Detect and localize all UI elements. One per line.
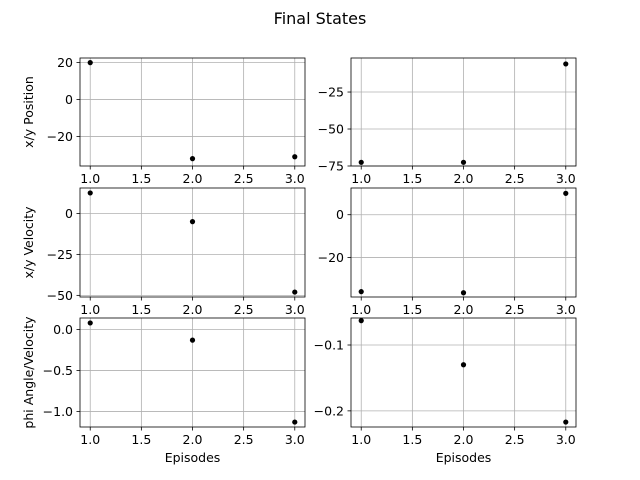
data-point: [563, 190, 569, 196]
axes-frame: [350, 317, 577, 428]
x-axis-label: Episodes: [436, 450, 492, 465]
y-tick-label: −0.5: [43, 363, 73, 378]
x-tick-label: 2.0: [454, 432, 474, 447]
x-tick-label: 2.0: [183, 171, 203, 186]
y-tick-label: −20: [47, 129, 73, 144]
x-tick-label: 2.5: [234, 302, 254, 317]
y-axis-label: phi Angle/Velocity: [21, 316, 36, 429]
y-tick-label: 0: [65, 206, 73, 221]
data-point: [358, 289, 364, 295]
x-tick-label: 1.5: [402, 171, 422, 186]
data-point: [563, 419, 569, 425]
y-tick-label: −1.0: [43, 404, 73, 419]
data-point: [292, 419, 298, 425]
y-tick-label: −0.2: [314, 403, 344, 418]
x-tick-label: 2.5: [505, 302, 525, 317]
subplot-2: 1.0 1.5 2.0 2.5 3.0 −25 −50 −75: [318, 57, 577, 186]
data-point: [292, 154, 298, 160]
data-point: [87, 60, 93, 66]
x-tick-label: 2.5: [234, 432, 254, 447]
y-tick-label: −50: [318, 122, 344, 137]
data-point: [460, 290, 467, 296]
x-tick-label: 2.5: [505, 432, 525, 447]
x-tick-label: 2.0: [183, 432, 203, 447]
subplot-3: 1.0 1.5 2.0 2.5 3.0 0 −25 −50 x/y Velocity: [21, 187, 306, 317]
x-axis-label: Episodes: [165, 450, 221, 465]
x-tick-label: 3.0: [285, 171, 305, 186]
y-tick-label: 20: [57, 55, 73, 70]
data-point: [358, 159, 364, 165]
axes-frame: [79, 57, 306, 167]
x-tick-label: 2.5: [234, 171, 254, 186]
x-tick-label: 2.0: [454, 302, 474, 317]
x-tick-label: 1.5: [402, 302, 422, 317]
axes-frame: [79, 317, 306, 428]
x-tick-label: 1.5: [131, 302, 151, 317]
data-point: [358, 318, 364, 324]
x-tick-label: 1.0: [80, 171, 100, 186]
x-tick-label: 1.5: [131, 432, 151, 447]
data-point: [189, 219, 196, 225]
data-point: [563, 61, 569, 67]
x-tick-label: 2.5: [505, 171, 525, 186]
x-tick-label: 1.5: [402, 432, 422, 447]
y-tick-label: 0: [65, 92, 73, 107]
data-point: [460, 159, 467, 165]
data-point: [87, 190, 93, 196]
data-point: [292, 289, 298, 295]
y-tick-label: −50: [47, 288, 73, 303]
x-tick-label: 1.0: [351, 432, 371, 447]
x-tick-label: 1.5: [131, 171, 151, 186]
x-tick-label: 3.0: [556, 171, 576, 186]
x-tick-label: 1.0: [80, 302, 100, 317]
x-tick-label: 1.0: [351, 171, 371, 186]
y-tick-label: 0: [336, 207, 344, 222]
data-point: [189, 156, 196, 162]
x-tick-label: 1.0: [80, 432, 100, 447]
y-axis-label: x/y Position: [21, 76, 36, 148]
figure-suptitle: Final States: [274, 9, 367, 28]
y-tick-label: −0.1: [314, 338, 344, 353]
axes-frame: [350, 57, 577, 167]
y-axis-label: x/y Velocity: [21, 206, 36, 279]
x-tick-label: 3.0: [285, 302, 305, 317]
axes-frame: [350, 187, 577, 298]
y-tick-label: −25: [318, 85, 344, 100]
subplot-6: 1.0 1.5 2.0 2.5 3.0 −0.1 −0.2 Episodes: [314, 317, 577, 465]
data-point: [189, 337, 196, 343]
y-tick-label: −75: [318, 159, 344, 174]
subplot-grid: 1.0 1.5 2.0 2.5 3.0 20 0 −20 x/y Position 1.0 1.5 2…: [21, 55, 577, 465]
x-tick-label: 3.0: [556, 432, 576, 447]
y-tick-label: −25: [47, 247, 73, 262]
x-tick-label: 3.0: [285, 432, 305, 447]
x-tick-label: 1.0: [351, 302, 371, 317]
x-tick-label: 2.0: [183, 302, 203, 317]
x-tick-label: 3.0: [556, 302, 576, 317]
y-tick-label: 0.0: [53, 322, 73, 337]
data-point: [460, 362, 467, 368]
subplot-4: 1.0 1.5 2.0 2.5 3.0 0 −20: [318, 187, 577, 317]
subplot-5: 1.0 1.5 2.0 2.5 3.0 0.0 −0.5 −1.0 Episodes phi An…: [21, 316, 306, 465]
data-point: [87, 320, 93, 326]
subplot-1: 1.0 1.5 2.0 2.5 3.0 20 0 −20 x/y Position: [21, 55, 306, 186]
x-tick-label: 2.0: [454, 171, 474, 186]
y-tick-label: −20: [318, 250, 344, 265]
axes-frame: [79, 187, 306, 298]
